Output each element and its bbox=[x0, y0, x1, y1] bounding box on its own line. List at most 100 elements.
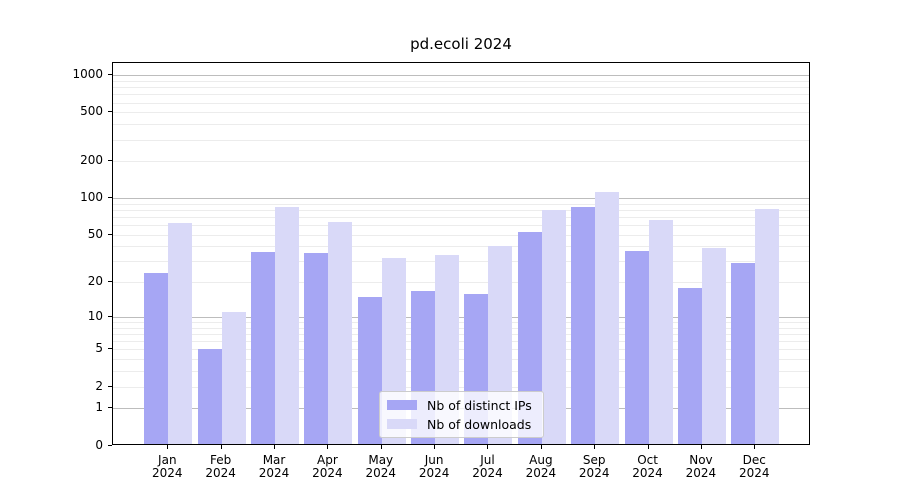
y-tick-mark bbox=[108, 197, 112, 199]
y-tick-label: 50 bbox=[87, 226, 103, 241]
bar-downloads-nov bbox=[701, 247, 726, 445]
x-tick-label: May 2024 bbox=[365, 452, 397, 480]
x-tick-label: Mar 2024 bbox=[258, 452, 290, 480]
bar-distinct-ips-dec bbox=[731, 263, 756, 445]
legend-label: Nb of downloads bbox=[427, 416, 532, 432]
x-tick-label: Aug 2024 bbox=[525, 452, 557, 480]
x-tick-mark bbox=[594, 444, 596, 449]
bar-distinct-ips-feb bbox=[197, 349, 222, 445]
minor-gridline bbox=[113, 203, 809, 205]
x-tick-label: Jul 2024 bbox=[472, 452, 503, 480]
legend-item: Nb of distinct IPs bbox=[387, 397, 535, 413]
legend-item: Nb of downloads bbox=[387, 416, 535, 432]
x-tick-label: Apr 2024 bbox=[312, 452, 343, 480]
minor-gridline bbox=[113, 102, 809, 104]
bar-distinct-ips-nov bbox=[677, 287, 702, 445]
y-tick-label: 0 bbox=[95, 437, 103, 452]
bar-downloads-jan bbox=[168, 222, 193, 445]
y-tick-label: 5 bbox=[95, 341, 103, 356]
y-tick-mark bbox=[108, 385, 112, 387]
minor-gridline bbox=[113, 282, 809, 284]
minor-gridline bbox=[113, 217, 809, 218]
minor-gridline bbox=[113, 234, 809, 236]
x-tick-mark bbox=[647, 444, 649, 449]
y-tick-mark bbox=[108, 348, 112, 350]
y-tick-label: 2 bbox=[95, 378, 103, 393]
y-tick-mark bbox=[108, 444, 112, 446]
x-tick-label: Sep 2024 bbox=[578, 452, 610, 480]
x-tick-mark bbox=[487, 444, 489, 449]
minor-gridline bbox=[113, 359, 809, 361]
y-tick-mark bbox=[108, 111, 112, 113]
minor-gridline bbox=[113, 161, 809, 163]
minor-gridline bbox=[113, 80, 809, 82]
x-tick-mark bbox=[434, 444, 436, 449]
legend-swatch-distinct-ips bbox=[387, 400, 417, 410]
minor-gridline bbox=[113, 246, 809, 248]
bar-downloads-oct bbox=[648, 220, 673, 445]
x-tick-mark bbox=[220, 444, 222, 449]
x-tick-label: Oct 2024 bbox=[632, 452, 663, 480]
y-tick-mark bbox=[108, 233, 112, 235]
x-tick-label: Dec 2024 bbox=[739, 452, 770, 480]
y-tick-mark bbox=[108, 407, 112, 409]
bar-downloads-dec bbox=[755, 208, 780, 445]
bar-distinct-ips-apr bbox=[304, 253, 329, 445]
x-tick-label: Jan 2024 bbox=[152, 452, 183, 480]
y-tick-label: 100 bbox=[80, 190, 103, 205]
minor-gridline bbox=[113, 327, 809, 329]
minor-gridline bbox=[113, 124, 809, 126]
legend-label: Nb of distinct IPs bbox=[427, 397, 532, 413]
minor-gridline bbox=[113, 386, 809, 388]
legend: Nb of distinct IPs Nb of downloads bbox=[379, 391, 544, 438]
bar-distinct-ips-oct bbox=[624, 250, 649, 445]
x-tick-mark bbox=[700, 444, 702, 449]
minor-gridline bbox=[113, 341, 809, 343]
y-tick-mark bbox=[108, 281, 112, 283]
bar-distinct-ips-sep bbox=[571, 206, 596, 445]
y-tick-mark bbox=[108, 315, 112, 317]
bar-downloads-mar bbox=[275, 207, 300, 445]
bar-downloads-sep bbox=[595, 192, 620, 445]
minor-gridline bbox=[113, 209, 809, 211]
y-tick-label: 1 bbox=[95, 400, 103, 415]
y-tick-label: 10 bbox=[87, 308, 103, 323]
x-tick-label: Jun 2024 bbox=[418, 452, 450, 480]
x-tick-mark bbox=[380, 444, 382, 449]
bar-distinct-ips-jan bbox=[144, 272, 169, 445]
x-tick-mark bbox=[540, 444, 542, 449]
bar-distinct-ips-may bbox=[357, 296, 382, 445]
y-tick-label: 500 bbox=[80, 104, 103, 119]
minor-gridline bbox=[113, 87, 809, 89]
minor-gridline bbox=[113, 139, 809, 141]
x-tick-mark bbox=[274, 444, 276, 449]
y-tick-label: 1000 bbox=[72, 67, 103, 82]
x-tick-mark bbox=[167, 444, 169, 449]
minor-gridline bbox=[113, 322, 809, 324]
bar-downloads-aug bbox=[541, 209, 566, 445]
y-tick-label: 200 bbox=[80, 153, 103, 168]
x-tick-label: Nov 2024 bbox=[685, 452, 717, 480]
y-tick-mark bbox=[108, 160, 112, 162]
y-tick-label: 20 bbox=[87, 274, 103, 289]
major-gridline bbox=[113, 316, 809, 318]
minor-gridline bbox=[113, 112, 809, 114]
minor-gridline bbox=[113, 94, 809, 96]
minor-gridline bbox=[113, 371, 809, 373]
x-tick-mark bbox=[327, 444, 329, 449]
legend-swatch-downloads bbox=[387, 419, 417, 429]
plot-area bbox=[112, 62, 810, 445]
x-tick-label: Feb 2024 bbox=[205, 452, 236, 480]
minor-gridline bbox=[113, 225, 809, 227]
minor-gridline bbox=[113, 349, 809, 351]
x-tick-mark bbox=[754, 444, 756, 449]
bar-distinct-ips-mar bbox=[251, 251, 276, 445]
minor-gridline bbox=[113, 334, 809, 336]
y-tick-mark bbox=[108, 74, 112, 76]
bar-downloads-apr bbox=[328, 221, 353, 445]
major-gridline bbox=[113, 75, 809, 77]
chart-title: pd.ecoli 2024 bbox=[410, 35, 512, 53]
major-gridline bbox=[113, 198, 809, 200]
bar-downloads-feb bbox=[221, 312, 246, 445]
